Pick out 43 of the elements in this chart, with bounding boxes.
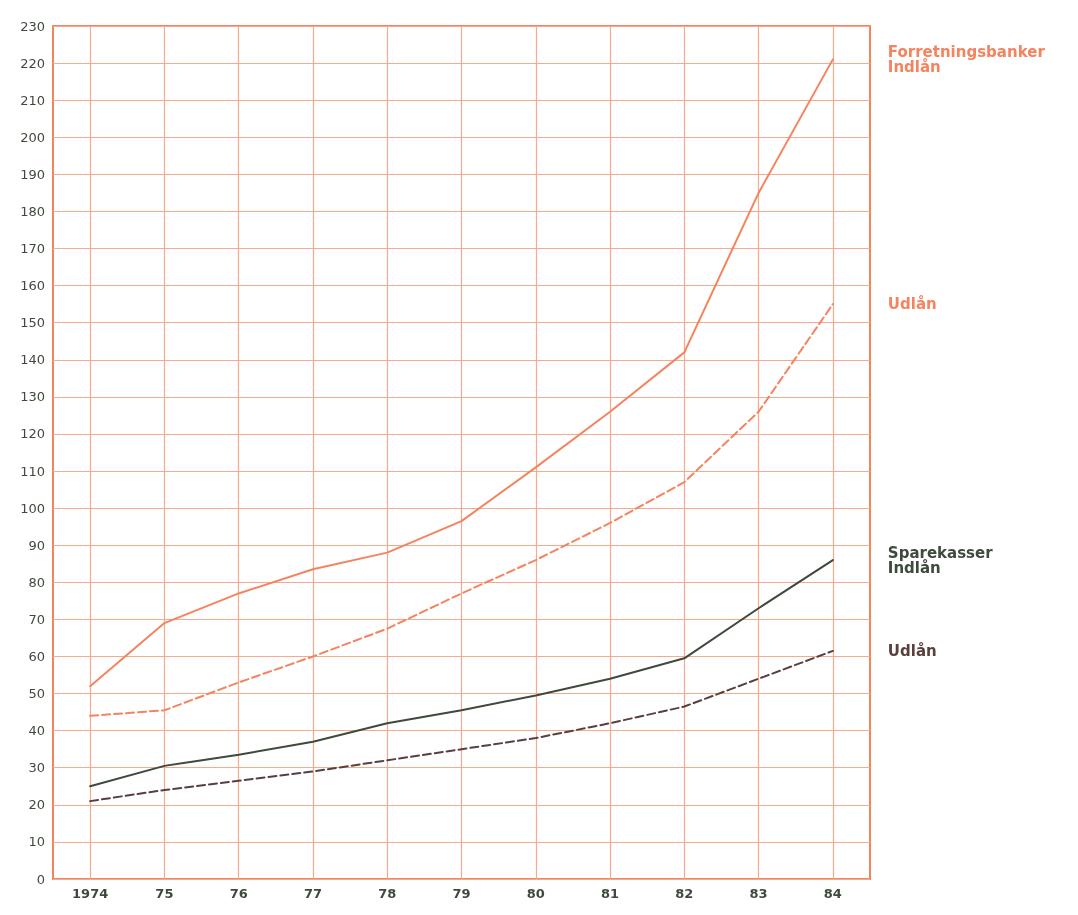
y-tick-label: 130	[20, 389, 45, 405]
x-tick-label: 75	[155, 886, 174, 901]
y-tick-label: 200	[20, 129, 45, 145]
x-tick-label: 77	[303, 886, 322, 901]
x-tick-label: 84	[823, 886, 842, 901]
text: Udlån	[887, 295, 937, 314]
y-tick-label: 100	[20, 500, 45, 516]
y-tick-label: 180	[20, 203, 45, 219]
y-tick-label: 190	[20, 166, 45, 182]
y-tick-label: 150	[20, 315, 45, 331]
x-tick-label: 79	[452, 886, 471, 901]
y-tick-label: 220	[20, 55, 45, 71]
y-tick-label: 90	[28, 537, 45, 553]
x-tick-label: 78	[378, 886, 397, 901]
y-tick-label: 170	[20, 241, 45, 257]
y-tick-label: 20	[28, 797, 45, 813]
y-tick-label: 140	[20, 352, 45, 368]
x-tick-label: 82	[675, 886, 694, 901]
line-series	[89, 303, 834, 717]
y-tick-label: 10	[28, 834, 45, 850]
y-tick-label: 70	[28, 611, 45, 627]
text: Sparekasser Indlån	[887, 543, 994, 577]
y-tick-label: 80	[28, 574, 45, 590]
y-tick-label: 0	[36, 871, 45, 887]
x-tick-label: 80	[526, 886, 545, 901]
y-tick-label: 50	[28, 686, 45, 702]
x-tick-label: 83	[749, 886, 768, 901]
line-series	[89, 58, 834, 688]
y-tick-label: 210	[20, 92, 45, 108]
y-tick-label: 230	[20, 18, 45, 34]
line-series	[89, 559, 834, 788]
y-tick-label: 160	[20, 278, 45, 294]
text: Forretningsbanker Indlån	[887, 42, 1046, 76]
line-series	[89, 649, 834, 803]
x-tick-label: 76	[229, 886, 248, 901]
x-tick-label: 81	[601, 886, 620, 901]
y-tick-label: 60	[28, 648, 45, 664]
y-tick-label: 30	[28, 760, 45, 776]
y-tick-label: 120	[20, 426, 45, 442]
y-tick-label: 110	[20, 463, 45, 479]
x-tick-label: 1974	[72, 886, 109, 901]
text: Udlån	[887, 641, 937, 660]
y-tick-label: 40	[28, 723, 45, 739]
